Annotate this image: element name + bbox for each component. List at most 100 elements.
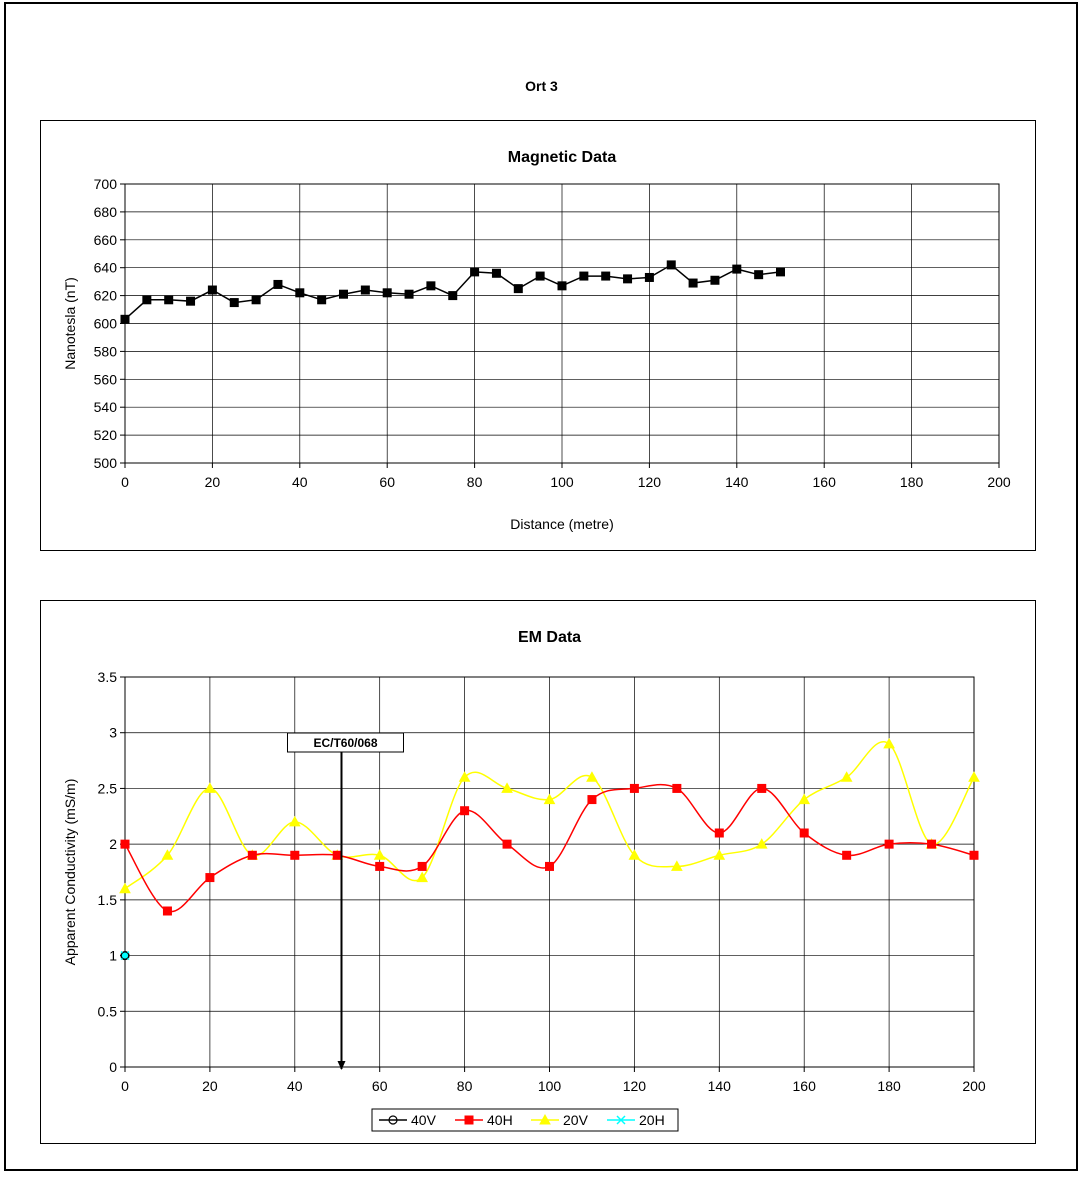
series-40H-point — [842, 850, 852, 860]
x-tick-label: 160 — [813, 474, 837, 490]
y-tick-label: 500 — [94, 455, 118, 471]
magnetic-data-point — [382, 288, 392, 298]
x-tick-label: 140 — [725, 474, 749, 490]
y-tick-label: 2 — [109, 836, 117, 852]
x-tick-label: 120 — [623, 1078, 647, 1094]
magnetic-data-point — [404, 289, 414, 299]
y-tick-label: 2.5 — [98, 780, 118, 796]
x-tick-label: 20 — [205, 474, 221, 490]
series-40H-point — [927, 839, 937, 849]
series-20V-point — [373, 849, 386, 860]
series-20V-point — [968, 771, 980, 782]
series-40H-point — [969, 850, 979, 860]
series-40H-point — [884, 839, 894, 849]
y-tick-label: 1 — [109, 948, 117, 964]
magnetic-data-point — [470, 267, 480, 277]
x-tick-label: 60 — [379, 474, 395, 490]
magnetic-data-point — [295, 288, 305, 298]
magnetic-data-point — [601, 271, 611, 281]
y-tick-label: 600 — [94, 316, 118, 332]
magnetic-data-point — [688, 278, 698, 288]
series-40H-point — [502, 839, 512, 849]
x-tick-label: 160 — [793, 1078, 817, 1094]
series-20V-point — [586, 771, 598, 782]
x-tick-label: 60 — [372, 1078, 388, 1094]
magnetic-data-point — [535, 271, 545, 281]
y-tick-label: 0 — [109, 1059, 117, 1075]
series-40H-point — [375, 861, 385, 871]
y-tick-label: 540 — [94, 399, 118, 415]
page-title: Ort 3 — [525, 78, 558, 94]
legend-box — [371, 1108, 679, 1132]
series-40V-point — [120, 950, 130, 961]
y-tick-label: 3.5 — [98, 669, 118, 685]
em-chart-svg: EM Data 0 0.5 1 1.5 2 2.5 3 3.5 0 20 40 60 80 100 120 14… — [62, 629, 986, 1132]
chart-title: EM Data — [518, 629, 581, 646]
magnetic-data-point — [142, 295, 152, 305]
y-tick-label: 700 — [94, 176, 118, 192]
chart-title: Magnetic Data — [508, 149, 617, 166]
series-20V-point — [883, 737, 895, 749]
series-40H-point — [672, 783, 682, 793]
legend-label-40V: 40V — [411, 1112, 437, 1128]
series-40H-point — [205, 873, 215, 883]
series-40H-point — [162, 906, 172, 916]
magnetic-data-point — [557, 281, 567, 291]
magnetic-data-point — [120, 314, 130, 324]
x-tick-label: 120 — [638, 474, 662, 490]
legend-swatch-marker — [539, 1113, 551, 1125]
series-40H-point — [332, 850, 342, 860]
magnetic-data-point — [207, 285, 217, 295]
series-20V-point — [628, 849, 641, 860]
legend-swatch-marker — [388, 1115, 398, 1125]
series-40H-point — [545, 861, 554, 871]
em-chart: EM Data 0 0.5 1 1.5 2 2.5 3 3.5 0 20 40 60 80 100 120 14… — [40, 600, 1036, 1144]
series-40H-point — [587, 795, 597, 805]
magnetic-data-point — [339, 289, 348, 299]
magnetic-data-point — [448, 291, 458, 301]
magnetic-data-point — [754, 270, 764, 280]
magnetic-data-point — [360, 285, 370, 295]
annotation-label: EC/T60/068 — [313, 736, 377, 750]
magnetic-chart: Magnetic Data 500 520 540 560 580 600 620 640 660… — [40, 120, 1036, 551]
y-tick-label: 660 — [94, 232, 118, 248]
series-20V-point — [798, 793, 811, 805]
series-20V-point — [161, 849, 174, 860]
plot-area — [124, 676, 975, 1068]
x-tick-label: 40 — [287, 1078, 303, 1094]
series-20H-overlay-point — [121, 951, 129, 960]
y-tick-label: 0.5 — [98, 1003, 118, 1019]
x-tick-label: 200 — [987, 474, 1011, 490]
magnetic-data-point — [186, 296, 196, 306]
magnetic-data-point — [732, 264, 742, 274]
series-40H-point — [290, 850, 300, 860]
series-20V-point — [119, 882, 131, 894]
annotation-box — [286, 732, 404, 753]
y-tick-label: 1.5 — [98, 892, 118, 908]
x-tick-label: 80 — [467, 474, 483, 490]
legend: 40V 40H 20V 20H — [371, 1108, 679, 1132]
x-tick-label: 200 — [962, 1078, 986, 1094]
y-tick-label: 620 — [94, 288, 118, 304]
series-20V-point — [713, 849, 726, 860]
x-tick-label: 180 — [877, 1078, 901, 1094]
series-20V-point — [288, 815, 301, 827]
legend-label-20V: 20V — [563, 1112, 589, 1128]
series-40H-point — [757, 783, 767, 793]
magnetic-data-point — [164, 295, 174, 305]
series-20V-point — [416, 871, 428, 883]
magnetic-data-point — [317, 295, 327, 305]
series-20V-point — [458, 771, 471, 782]
magnetic-data-point — [491, 268, 501, 278]
series-20V-point — [501, 782, 513, 793]
y-tick-label: 3 — [109, 725, 117, 741]
y-tick-label: 580 — [94, 343, 118, 359]
y-axis-label: Apparent Conductivity (mS/m) — [62, 779, 78, 966]
series-40H-point — [460, 806, 470, 816]
x-axis-label: Distance (metre) — [510, 516, 613, 532]
x-tick-label: 80 — [457, 1078, 473, 1094]
magnetic-data-point — [666, 260, 676, 270]
series-20V-point — [543, 793, 556, 805]
magnetic-data-point — [776, 267, 785, 277]
magnetic-data-point — [251, 295, 261, 305]
